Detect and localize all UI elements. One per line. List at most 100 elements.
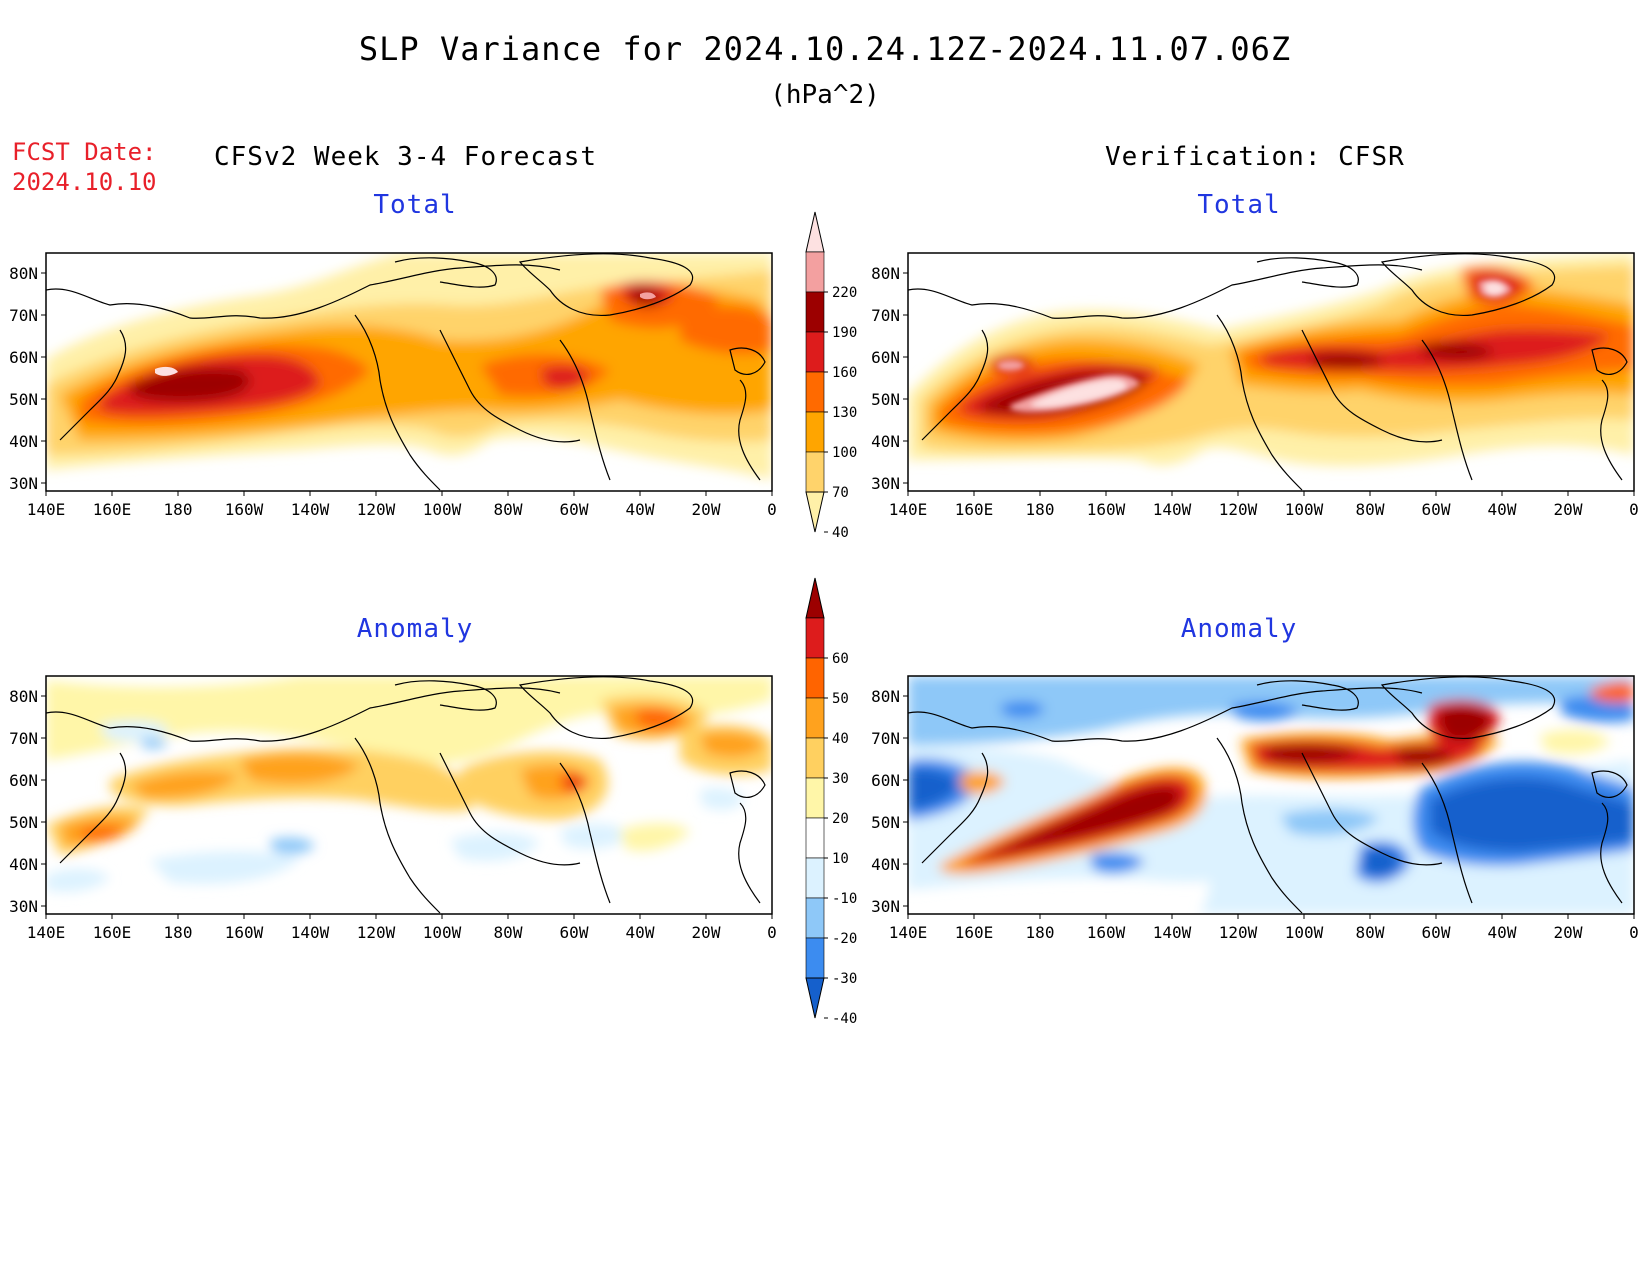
longitude-label: 100W xyxy=(423,500,462,519)
latitude-label: 30N xyxy=(871,897,900,916)
longitude-label: 40W xyxy=(1488,500,1517,519)
latitude-label: 30N xyxy=(9,897,38,916)
longitude-label: 100W xyxy=(1285,923,1324,942)
colorbar-segment xyxy=(805,937,825,979)
colorbar-label: 50 xyxy=(832,691,849,707)
latitude-label: 30N xyxy=(9,474,38,493)
map-panel-verification-total: 80N 70N 60N 50N 40N 30N 140E 160E 180 160W 140W 120… xyxy=(871,252,1639,519)
panel-title-verification-total: Total xyxy=(1197,190,1281,220)
longitude-label: 80W xyxy=(1356,923,1385,942)
latitude-label: 70N xyxy=(9,306,38,325)
panel-title-verification-anomaly: Anomaly xyxy=(1180,614,1298,644)
forecast-date-value: 2024.10.10 xyxy=(12,168,157,196)
colorbar-segment xyxy=(805,737,825,779)
longitude-label: 120W xyxy=(357,923,396,942)
longitude-label: 20W xyxy=(692,923,721,942)
colorbar-label: 20 xyxy=(832,811,849,827)
longitude-label: 120W xyxy=(357,500,396,519)
forecast-column-heading: CFSv2 Week 3-4 Forecast xyxy=(214,142,598,172)
longitude-label: 40W xyxy=(1488,923,1517,942)
latitude-label: 50N xyxy=(871,390,900,409)
latitude-label: 40N xyxy=(9,432,38,451)
longitude-label: 180 xyxy=(164,500,193,519)
latitude-label: 70N xyxy=(871,729,900,748)
latitude-label: 60N xyxy=(871,348,900,367)
latitude-label: 30N xyxy=(871,474,900,493)
colorbar-segment xyxy=(805,371,825,413)
longitude-label: 160E xyxy=(93,500,132,519)
longitude-label: 140E xyxy=(27,923,66,942)
anomaly-colorbar: 60 50 40 30 20 10 -10 -20 -30 -40 xyxy=(805,577,857,1027)
colorbar-label: -40 xyxy=(832,1011,857,1027)
longitude-label: 120W xyxy=(1219,923,1258,942)
longitude-label: 140W xyxy=(291,923,330,942)
longitude-label: 80W xyxy=(494,500,523,519)
longitude-label: 80W xyxy=(1356,500,1385,519)
longitude-label: 140E xyxy=(27,500,66,519)
colorbar-label: 10 xyxy=(832,851,849,867)
map-panel-verification-anomaly: 80N 70N 60N 50N 40N 30N 140E 160E 180 160W 140W 120… xyxy=(871,675,1639,942)
longitude-label: 160W xyxy=(1087,500,1126,519)
colorbar-label: 30 xyxy=(832,771,849,787)
longitude-label: 120W xyxy=(1219,500,1258,519)
longitude-label: 20W xyxy=(1554,500,1583,519)
longitude-label: 20W xyxy=(692,500,721,519)
longitude-label: 140W xyxy=(1153,923,1192,942)
map-panel-forecast-total: 80N 70N 60N 50N 40N 30N 140E 160E 180 160W 140W 120… xyxy=(9,252,777,519)
longitude-label: 100W xyxy=(423,923,462,942)
colorbar-segment xyxy=(805,291,825,333)
verification-column-heading: Verification: CFSR xyxy=(1105,142,1405,172)
colorbar-max-triangle xyxy=(805,577,825,619)
longitude-label: 160E xyxy=(93,923,132,942)
longitude-label: 20W xyxy=(1554,923,1583,942)
colorbar-segment xyxy=(805,697,825,739)
longitude-label: 0 xyxy=(1629,500,1639,519)
panel-title-forecast-total: Total xyxy=(373,190,457,220)
latitude-label: 40N xyxy=(9,855,38,874)
longitude-label: 0 xyxy=(767,500,777,519)
longitude-label: 180 xyxy=(1026,923,1055,942)
colorbar-label: -20 xyxy=(832,931,857,947)
colorbar-segment xyxy=(805,777,825,819)
longitude-label: 140W xyxy=(291,500,330,519)
longitude-label: 0 xyxy=(767,923,777,942)
colorbar-segment xyxy=(805,451,825,493)
longitude-label: 60W xyxy=(560,923,589,942)
latitude-label: 80N xyxy=(871,687,900,706)
colorbar-min-triangle xyxy=(805,491,825,533)
colorbar-label: -10 xyxy=(832,891,857,907)
latitude-label: 70N xyxy=(9,729,38,748)
latitude-label: 70N xyxy=(871,306,900,325)
longitude-label: 60W xyxy=(560,500,589,519)
colorbar-label: 40 xyxy=(832,525,849,541)
forecast-date-label: FCST Date: xyxy=(12,138,157,166)
longitude-label: 160W xyxy=(225,923,264,942)
total-colorbar: 220 190 160 130 100 70 40 xyxy=(805,211,857,541)
longitude-label: 100W xyxy=(1285,500,1324,519)
latitude-label: 60N xyxy=(9,348,38,367)
latitude-label: 40N xyxy=(871,432,900,451)
latitude-label: 80N xyxy=(9,687,38,706)
colorbar-label: 70 xyxy=(832,485,849,501)
longitude-label: 60W xyxy=(1422,500,1451,519)
longitude-label: 160W xyxy=(1087,923,1126,942)
colorbar-min-triangle xyxy=(805,977,825,1019)
colorbar-segment xyxy=(805,617,825,659)
latitude-label: 80N xyxy=(871,264,900,283)
longitude-label: 180 xyxy=(164,923,193,942)
longitude-label: 80W xyxy=(494,923,523,942)
colorbar-segment xyxy=(805,657,825,699)
colorbar-segment xyxy=(805,857,825,899)
colorbar-segment xyxy=(805,897,825,939)
latitude-label: 50N xyxy=(9,390,38,409)
latitude-label: 80N xyxy=(9,264,38,283)
colorbar-label: 130 xyxy=(832,405,857,421)
colorbar-segment xyxy=(805,251,825,293)
latitude-label: 60N xyxy=(9,771,38,790)
latitude-label: 40N xyxy=(871,855,900,874)
longitude-label: 140E xyxy=(889,500,928,519)
longitude-label: 180 xyxy=(1026,500,1055,519)
longitude-label: 160W xyxy=(225,500,264,519)
longitude-label: 140W xyxy=(1153,500,1192,519)
colorbar-label: 160 xyxy=(832,365,857,381)
